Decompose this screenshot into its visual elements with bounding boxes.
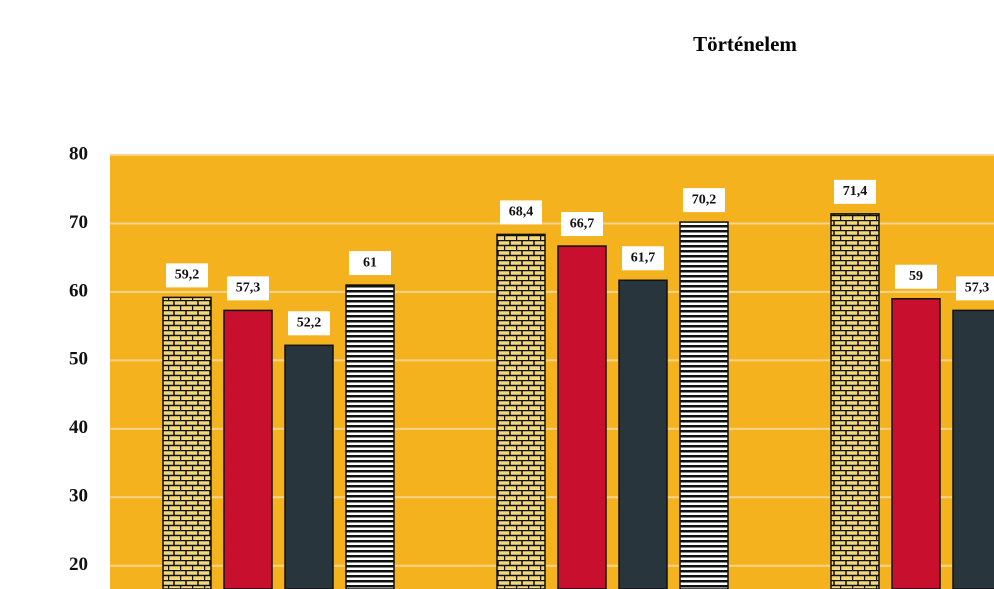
bar	[679, 221, 729, 589]
value-label-box	[166, 263, 208, 288]
value-label: 57,3	[965, 281, 990, 296]
bar	[284, 344, 334, 589]
y-tick-label: 80	[69, 143, 88, 164]
value-label: 66,7	[570, 216, 595, 231]
y-tick-label: 50	[69, 349, 88, 370]
chart-title: Történelem	[693, 32, 797, 56]
value-label: 59	[909, 269, 923, 284]
y-tick-label: 60	[69, 280, 88, 301]
y-tick-label: 40	[69, 417, 88, 438]
value-label-box	[500, 200, 542, 225]
value-label: 57,3	[236, 281, 261, 296]
value-label-box	[349, 251, 391, 276]
value-label: 59,2	[175, 268, 200, 283]
value-label: 61,7	[631, 250, 656, 265]
y-tick-label: 70	[69, 212, 88, 233]
value-label: 68,4	[509, 205, 534, 220]
value-label: 61	[363, 255, 377, 270]
bar	[618, 279, 668, 589]
y-tick-label: 20	[69, 554, 88, 575]
value-label-box	[227, 276, 269, 301]
bar	[830, 213, 880, 589]
value-label: 70,2	[692, 192, 717, 207]
y-tick-label: 30	[69, 486, 88, 507]
bar	[223, 309, 273, 589]
bar	[891, 298, 941, 589]
bar	[496, 233, 546, 589]
bar	[345, 284, 395, 589]
value-label-box	[956, 276, 994, 301]
value-label-box	[834, 179, 876, 204]
value-label: 71,4	[843, 184, 868, 199]
value-label-box	[561, 212, 603, 237]
bar	[162, 296, 212, 589]
value-label-box	[895, 264, 937, 289]
value-label-box	[288, 311, 330, 336]
bar	[952, 309, 994, 589]
value-label-box	[683, 188, 725, 213]
value-label: 52,2	[297, 316, 322, 331]
value-label-box	[622, 246, 664, 271]
bar	[557, 245, 607, 589]
